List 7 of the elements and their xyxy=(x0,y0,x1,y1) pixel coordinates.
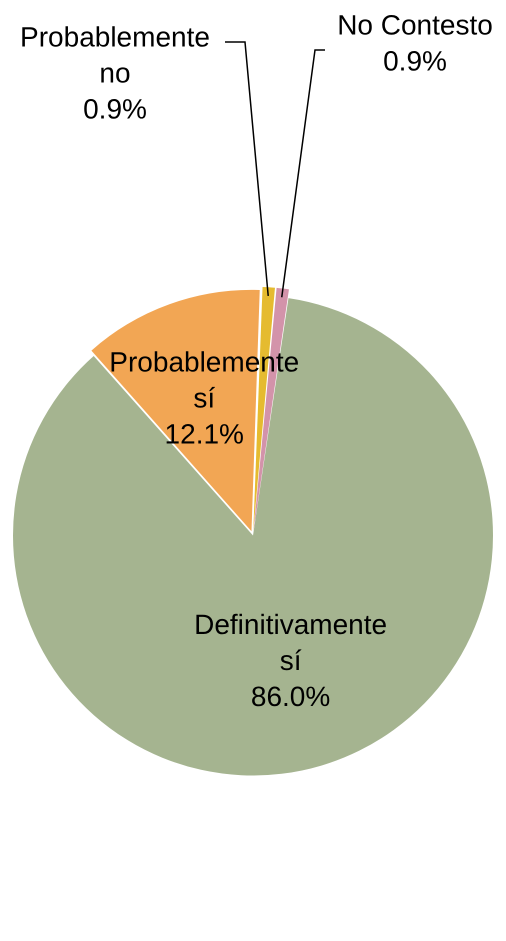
slice-label: Definitivamente sí xyxy=(194,608,388,676)
data-label: 12.1% xyxy=(164,418,244,450)
slice-label: No Contesto xyxy=(337,10,493,41)
data-label: 0.9% xyxy=(383,46,447,77)
data-label: 86.0% xyxy=(250,680,330,712)
data-label: 0.9% xyxy=(83,94,147,125)
slice-label: Probablemente no xyxy=(20,22,210,89)
